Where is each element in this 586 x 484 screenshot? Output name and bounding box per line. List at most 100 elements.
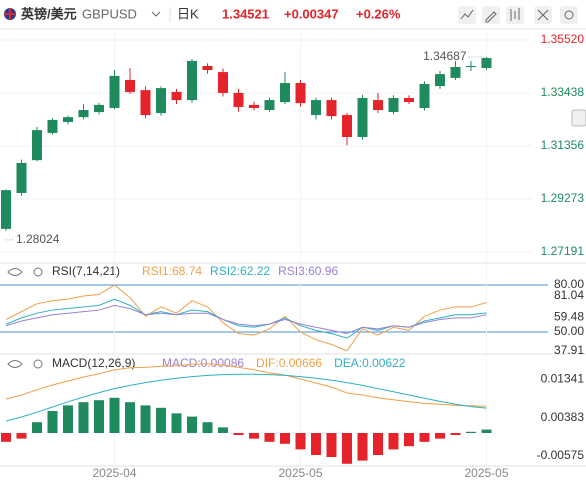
macd-bar [1, 433, 11, 442]
candle-body [187, 60, 197, 101]
macd-bar [109, 397, 120, 433]
y-tick-label: 1.31356 [541, 138, 585, 152]
legend-label: DIF:0.00666 [256, 356, 322, 370]
macd-bar [373, 433, 383, 455]
period[interactable]: 日K [177, 6, 199, 21]
candle-body [78, 109, 89, 118]
candle-body [404, 98, 414, 103]
candle-body [16, 162, 27, 193]
side-tool[interactable] [571, 109, 586, 127]
macd-bar [295, 433, 306, 450]
gear-icon[interactable] [33, 359, 43, 369]
y-tick-label: 1.27191 [541, 244, 585, 258]
rsi-icons [7, 267, 43, 369]
tool-fullscreen-icon [537, 9, 549, 21]
candle-body [295, 83, 306, 104]
candle-body [388, 98, 399, 113]
eye-icon[interactable] [7, 268, 23, 276]
legend-label: MACD:0.00086 [162, 356, 244, 370]
candle-body [171, 91, 182, 101]
y-tick-label: 1.35520 [541, 32, 585, 46]
macd-bar [16, 433, 27, 439]
macd-bar [326, 433, 337, 457]
macd-bar [32, 422, 42, 433]
candle-body [481, 58, 492, 69]
candle-body [466, 65, 476, 67]
macd-bar [404, 433, 414, 447]
macd-bar [233, 433, 244, 435]
candle-body [326, 100, 337, 117]
y-tick-label: 0.00383 [541, 410, 585, 424]
legend-label: RSI2:62.22 [210, 264, 270, 278]
tool-indicator[interactable] [458, 6, 476, 24]
macd-bar [481, 429, 492, 433]
macd-bar [357, 433, 368, 461]
legend-label: DEA:0.00622 [334, 356, 406, 370]
rsi-line [5, 304, 487, 335]
y-tick-label: 81.04 [554, 288, 584, 302]
dropdown-arrow[interactable] [151, 11, 161, 17]
tool-draw-icon [485, 11, 497, 23]
macd-bar [140, 405, 151, 433]
macd-title: MACD(12,26,9) [52, 356, 135, 370]
macd-bar [435, 433, 445, 439]
macd-bar [187, 416, 197, 433]
macd-bar [450, 433, 461, 435]
annotation: 1.28024 [16, 232, 60, 246]
candle-body [47, 119, 58, 133]
tool-candle-icon [510, 8, 520, 21]
eye-icon[interactable] [7, 360, 23, 368]
tool-settings-icon [564, 10, 574, 20]
macd-bar [171, 413, 182, 433]
candle-body [342, 115, 352, 137]
rsi-line [5, 284, 487, 352]
tool-indicator-icon [460, 9, 474, 20]
candle-body [450, 66, 461, 78]
candle-body [1, 190, 11, 229]
candle-body [373, 100, 383, 110]
change: +0.00347 [284, 6, 339, 21]
macd-bar [466, 431, 476, 433]
candle-body [357, 98, 368, 137]
candle-body [264, 100, 275, 110]
y-tick-label: 59.48 [554, 309, 584, 323]
toolbar [458, 6, 586, 127]
legend-label: RSI3:60.96 [278, 264, 338, 278]
candle-body [32, 130, 42, 161]
x-tick-label: 2025-04 [92, 466, 136, 480]
candle-body [140, 90, 151, 116]
macd-bar [202, 422, 213, 433]
macd-bar [218, 427, 228, 433]
macd-bar [419, 433, 430, 442]
macd-bar [280, 433, 290, 444]
candle-body [249, 104, 259, 108]
pair-name: 英镑/美元 [20, 6, 77, 21]
macd-bar [78, 402, 89, 433]
price: 1.34521 [222, 6, 269, 21]
tool-settings[interactable] [560, 6, 578, 24]
rsi-title: RSI(7,14,21) [52, 264, 120, 278]
y-tick-label: -0.00575 [537, 448, 585, 462]
y-tick-label: 0.01341 [541, 372, 585, 386]
macd-line [5, 373, 487, 422]
macd-bar [63, 405, 73, 433]
gear-icon[interactable] [33, 267, 43, 277]
candle-body [311, 100, 321, 116]
macd-bar [388, 433, 399, 450]
change-pct: +0.26% [356, 6, 401, 21]
macd-bar [125, 402, 135, 433]
candle-body [125, 79, 135, 92]
y-tick-label: 80.00 [554, 277, 584, 291]
macd-bar [47, 411, 58, 433]
candle-body [109, 75, 120, 108]
candle-body [280, 83, 290, 103]
candle-body [63, 117, 73, 122]
flag-cross [4, 8, 16, 20]
y-tick-label: 1.29273 [541, 191, 585, 205]
macd-line [5, 363, 487, 407]
macd-bar [311, 433, 321, 455]
annotation: 1.34687 [423, 49, 467, 63]
macd-bar [156, 407, 166, 433]
candle-body [435, 74, 445, 87]
